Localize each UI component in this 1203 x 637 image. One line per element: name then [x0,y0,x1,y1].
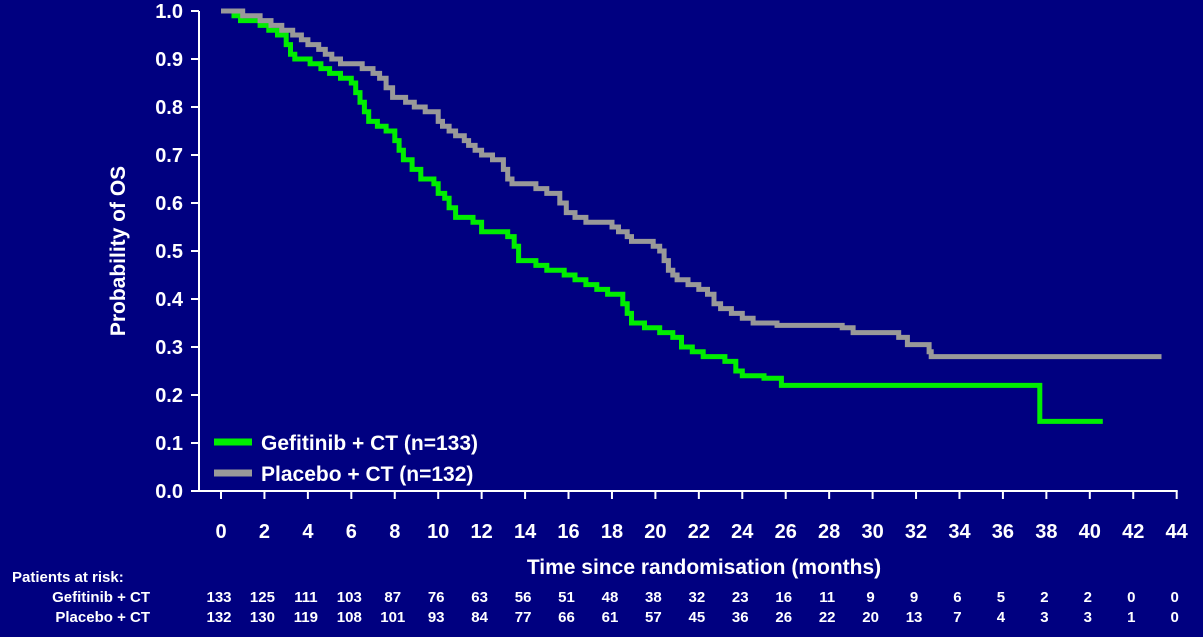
y-tick-label: 1.0 [155,1,183,23]
x-tick-label: 44 [1166,521,1189,543]
y-tick-label: 0.8 [155,97,183,119]
risk-count: 108 [337,609,362,626]
risk-count: 57 [645,609,662,626]
risk-count: 77 [515,609,532,626]
risk-count: 3 [1084,609,1092,626]
x-tick-label: 6 [346,521,357,543]
risk-count: 61 [602,609,619,626]
risk-table-title: Patients at risk: [12,569,124,586]
risk-count: 66 [558,609,575,626]
risk-count: 63 [471,589,488,606]
x-tick-label: 38 [1035,521,1057,543]
risk-count: 0 [1171,589,1179,606]
x-tick-label: 10 [427,521,449,543]
y-tick-label: 0.9 [155,49,183,71]
series-line-gefitinib-ct [221,8,1103,424]
x-tick-label: 2 [259,521,270,543]
risk-count: 26 [775,609,792,626]
risk-count: 101 [380,609,405,626]
y-tick-label: 0.7 [155,145,183,167]
risk-count: 9 [866,589,874,606]
risk-count: 16 [775,589,792,606]
risk-count: 0 [1127,589,1135,606]
legend: Gefitinib + CT (n=133) Placebo + CT (n=13… [214,432,478,486]
risk-count: 1 [1127,609,1135,626]
risk-count: 48 [602,589,619,606]
risk-count: 76 [428,589,445,606]
x-tick-label: 22 [688,521,710,543]
risk-count: 32 [688,589,705,606]
risk-count: 13 [906,609,923,626]
risk-count: 45 [688,609,705,626]
risk-count: 130 [250,609,275,626]
y-axis-title: Probability of OS [107,166,130,336]
risk-count: 87 [384,589,401,606]
risk-count: 93 [428,609,445,626]
legend-label-placebo-ct: Placebo + CT (n=132) [261,463,473,486]
x-tick-label: 24 [731,521,754,543]
series-line-placebo-ct [221,8,1162,360]
y-tick-label: 0.3 [155,337,183,359]
x-tick-label: 32 [905,521,927,543]
risk-count: 4 [997,609,1006,626]
x-tick-label: 18 [601,521,623,543]
plot-series-layer [221,8,1162,424]
risk-count: 84 [471,609,488,626]
x-tick-label: 20 [644,521,666,543]
risk-count: 2 [1040,589,1048,606]
x-tick-label: 34 [948,521,971,543]
x-tick-label: 26 [775,521,797,543]
risk-count: 133 [206,589,231,606]
y-tick-label: 0.2 [155,385,183,407]
risk-count: 9 [910,589,918,606]
x-tick-label: 42 [1122,521,1144,543]
risk-count: 38 [645,589,662,606]
risk-count: 36 [732,609,749,626]
x-tick-label: 30 [861,521,883,543]
x-tick-label: 12 [471,521,493,543]
x-tick-label: 28 [818,521,840,543]
risk-row-label: Gefitinib + CT [52,589,150,606]
risk-count: 22 [819,609,836,626]
risk-count: 103 [337,589,362,606]
risk-count: 0 [1171,609,1179,626]
risk-count: 20 [862,609,879,626]
y-tick-label: 0.0 [155,481,183,503]
x-tick-label: 4 [302,521,314,543]
risk-count: 51 [558,589,575,606]
risk-row-label: Placebo + CT [55,609,150,626]
risk-count: 23 [732,589,749,606]
y-tick-label: 0.1 [155,433,183,455]
x-tick-label: 0 [215,521,226,543]
y-tick-label: 0.5 [155,241,183,263]
risk-count: 111 [294,589,317,606]
x-tick-label: 40 [1079,521,1101,543]
risk-count: 3 [1040,609,1048,626]
x-tick-label: 16 [557,521,579,543]
risk-count: 119 [294,609,318,626]
risk-count: 7 [953,609,961,626]
risk-count: 11 [819,589,835,606]
risk-count: 56 [515,589,532,606]
risk-count: 132 [206,609,231,626]
axes-layer: 0.00.10.20.30.40.50.60.70.80.91.00 2 4 6 8 10… [155,1,1188,543]
risk-count: 6 [953,589,961,606]
risk-count: 2 [1084,589,1092,606]
risk-count: 125 [250,589,275,606]
x-axis-title: Time since randomisation (months) [527,556,881,579]
x-tick-label: 36 [992,521,1014,543]
y-tick-label: 0.4 [155,289,184,311]
x-tick-label: 14 [514,521,537,543]
y-tick-label: 0.6 [155,193,183,215]
legend-label-gefitinib-ct: Gefitinib + CT (n=133) [261,432,478,455]
x-tick-label: 8 [389,521,400,543]
risk-table: Patients at risk:Gefitinib + CT 133 125 111… [12,569,1179,626]
risk-count: 5 [997,589,1005,606]
